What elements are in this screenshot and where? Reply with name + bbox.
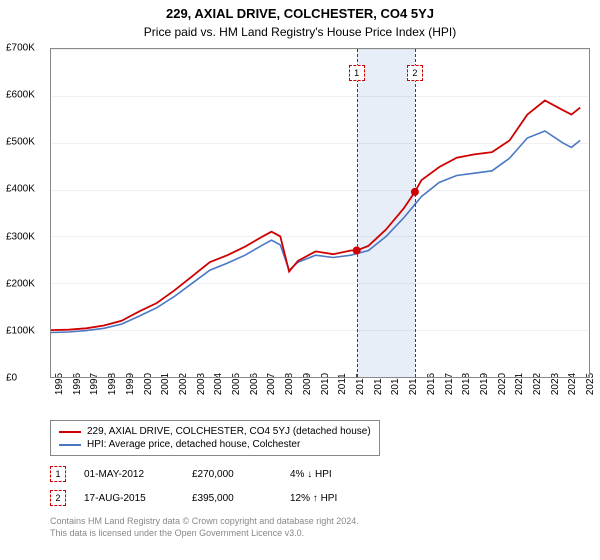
- subtitle: Price paid vs. HM Land Registry's House …: [0, 21, 600, 39]
- y-axis-tick: £300K: [6, 231, 35, 242]
- footnote-line: Contains HM Land Registry data © Crown c…: [50, 516, 359, 528]
- y-axis-tick: £400K: [6, 184, 35, 195]
- sale-row-badge: 2: [50, 490, 66, 506]
- sale-price: £270,000: [192, 469, 272, 480]
- legend-item: 229, AXIAL DRIVE, COLCHESTER, CO4 5YJ (d…: [59, 425, 371, 438]
- legend-swatch: [59, 431, 81, 433]
- y-axis-tick: £200K: [6, 278, 35, 289]
- legend-label: HPI: Average price, detached house, Colc…: [87, 439, 300, 450]
- chart-plot-area: 12: [50, 48, 590, 378]
- sale-price: £395,000: [192, 493, 272, 504]
- series-subject: [51, 101, 580, 331]
- legend: 229, AXIAL DRIVE, COLCHESTER, CO4 5YJ (d…: [50, 420, 380, 456]
- sale-row: 1 01-MAY-2012 £270,000 4% ↓ HPI: [50, 462, 590, 486]
- sale-marker-line: [415, 49, 416, 377]
- footnote: Contains HM Land Registry data © Crown c…: [50, 516, 359, 539]
- y-axis-tick: £700K: [6, 43, 35, 54]
- y-axis-tick: £100K: [6, 325, 35, 336]
- legend-swatch: [59, 444, 81, 446]
- series-hpi: [51, 131, 580, 333]
- y-axis-tick: £500K: [6, 137, 35, 148]
- y-axis-tick: £600K: [6, 90, 35, 101]
- sale-row: 2 17-AUG-2015 £395,000 12% ↑ HPI: [50, 486, 590, 510]
- sale-marker-badge: 2: [407, 65, 423, 81]
- sale-date: 01-MAY-2012: [84, 469, 174, 480]
- y-axis-tick: £0: [6, 373, 17, 384]
- sales-table: 1 01-MAY-2012 £270,000 4% ↓ HPI 2 17-AUG-2015…: [50, 462, 590, 510]
- sale-marker-line: [357, 49, 358, 377]
- sale-pct: 12% ↑ HPI: [290, 493, 380, 504]
- sale-date: 17-AUG-2015: [84, 493, 174, 504]
- footnote-line: This data is licensed under the Open Gov…: [50, 528, 359, 540]
- sale-pct: 4% ↓ HPI: [290, 469, 380, 480]
- legend-item: HPI: Average price, detached house, Colc…: [59, 438, 371, 451]
- legend-label: 229, AXIAL DRIVE, COLCHESTER, CO4 5YJ (d…: [87, 426, 371, 437]
- page-title: 229, AXIAL DRIVE, COLCHESTER, CO4 5YJ: [0, 0, 600, 21]
- sale-row-badge: 1: [50, 466, 66, 482]
- sale-marker-badge: 1: [349, 65, 365, 81]
